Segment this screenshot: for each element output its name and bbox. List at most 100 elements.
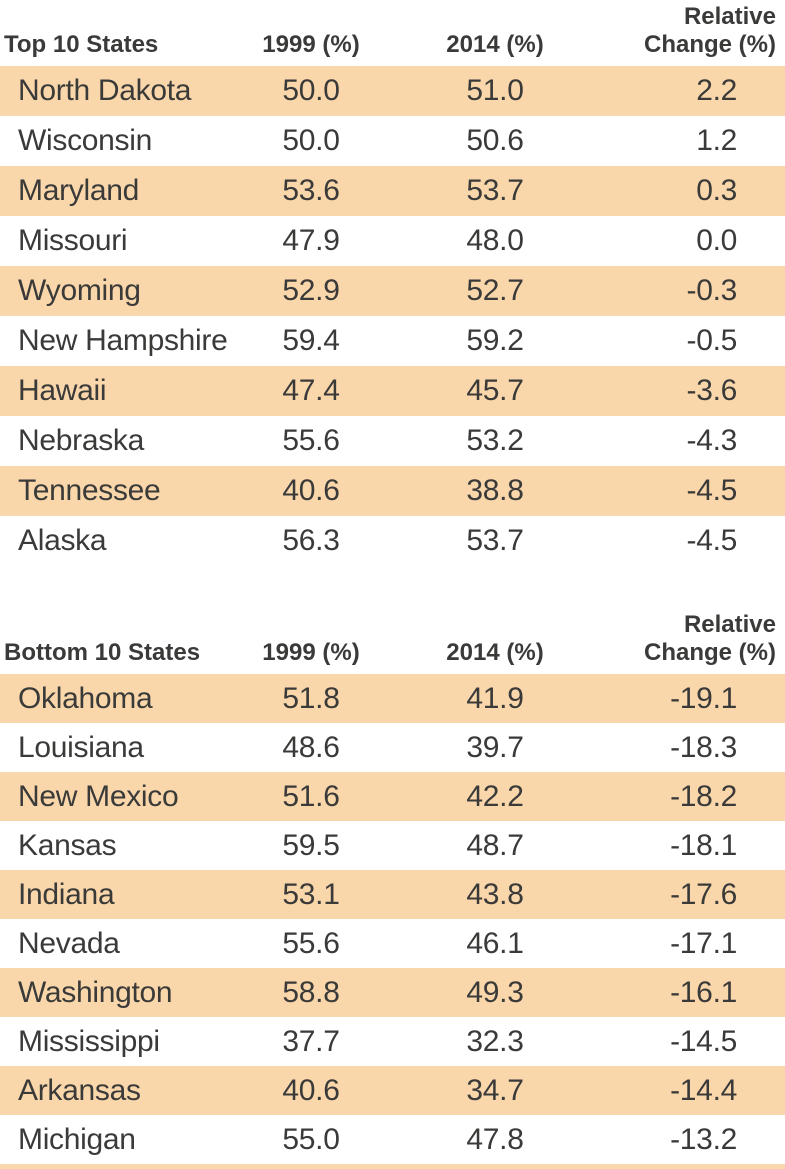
cell-change: -14.4 xyxy=(670,1073,737,1107)
cell-change: -0.5 xyxy=(686,324,738,357)
cell-y2014: 39.7 xyxy=(466,730,524,764)
cell-state: Alaska xyxy=(18,524,107,557)
cell-change: -0.3 xyxy=(686,274,738,307)
cell-y1999: 53.1 xyxy=(282,877,340,911)
cell-y1999: 55.6 xyxy=(282,424,340,457)
cell-change: -17.6 xyxy=(670,877,737,911)
top-table-body: North Dakota 50.0 51.0 2.2 Wisconsin 50.0 50.6… xyxy=(0,66,785,566)
next-row-partial-stripe xyxy=(0,1164,785,1169)
table-row-michigan: Michigan 55.0 47.8 -13.2 xyxy=(0,1115,785,1164)
cell-state: Louisiana xyxy=(18,730,144,764)
cell-change: -17.1 xyxy=(670,926,737,960)
cell-y2014: 45.7 xyxy=(466,374,524,407)
cell-y1999: 47.9 xyxy=(282,224,340,257)
cell-y2014: 34.7 xyxy=(466,1073,524,1107)
top-table-title: Top 10 States xyxy=(4,31,159,58)
cell-y1999: 37.7 xyxy=(282,1024,340,1058)
cell-change: 2.2 xyxy=(696,74,737,107)
cell-y2014: 52.7 xyxy=(466,274,524,307)
cell-y2014: 50.6 xyxy=(466,124,524,157)
cell-y1999: 55.0 xyxy=(282,1122,340,1156)
cell-y2014: 53.7 xyxy=(466,174,524,207)
cell-change: -13.2 xyxy=(670,1122,737,1156)
column-header-relative-change-line2: Change (%) xyxy=(644,31,776,58)
table-row-wyoming: Wyoming 52.9 52.7 -0.3 xyxy=(0,266,785,316)
cell-y2014: 48.7 xyxy=(466,828,524,862)
cell-state: Missouri xyxy=(18,224,128,257)
cell-change: -4.5 xyxy=(686,474,738,507)
cell-state: New Hampshire xyxy=(18,324,228,357)
cell-y1999: 50.0 xyxy=(282,74,340,107)
table-row-oklahoma: Oklahoma 51.8 41.9 -19.1 xyxy=(0,674,785,723)
cell-change: -14.5 xyxy=(670,1024,737,1058)
bottom-table-body: Oklahoma 51.8 41.9 -19.1 Louisiana 48.6 39.7 -1… xyxy=(0,674,785,1164)
cell-state: Oklahoma xyxy=(18,681,153,715)
table-row-kansas: Kansas 59.5 48.7 -18.1 xyxy=(0,821,785,870)
cell-state: Wyoming xyxy=(18,274,141,307)
cell-change: -4.5 xyxy=(686,524,738,557)
column-header-2014: 2014 (%) xyxy=(446,639,544,666)
cell-y2014: 53.2 xyxy=(466,424,524,457)
column-header-relative-change: Relative Change (%) xyxy=(599,3,785,66)
column-header-relative-change-line1: Relative xyxy=(683,611,776,638)
table-row-alaska: Alaska 56.3 53.7 -4.5 xyxy=(0,516,785,566)
cell-change: -4.3 xyxy=(686,424,738,457)
cell-change: -3.6 xyxy=(686,374,738,407)
cell-y2014: 32.3 xyxy=(466,1024,524,1058)
cell-y2014: 49.3 xyxy=(466,975,524,1009)
cell-state: Tennessee xyxy=(18,474,161,507)
table-row-missouri: Missouri 47.9 48.0 0.0 xyxy=(0,216,785,266)
bottom-table-header-row: Bottom 10 States 1999 (%) 2014 (%) Relat… xyxy=(0,608,785,674)
cell-y2014: 53.7 xyxy=(466,524,524,557)
table-row-washington: Washington 58.8 49.3 -16.1 xyxy=(0,968,785,1017)
column-header-relative-change-line2: Change (%) xyxy=(644,639,776,666)
table-row-nebraska: Nebraska 55.6 53.2 -4.3 xyxy=(0,416,785,466)
column-header-2014: 2014 (%) xyxy=(446,31,544,58)
cell-state: Wisconsin xyxy=(18,124,152,157)
cell-y2014: 43.8 xyxy=(466,877,524,911)
table-row-new-hampshire: New Hampshire 59.4 59.2 -0.5 xyxy=(0,316,785,366)
cell-state: Michigan xyxy=(18,1122,136,1156)
cell-y1999: 47.4 xyxy=(282,374,340,407)
column-header-relative-change: Relative Change (%) xyxy=(599,611,785,674)
table-row-nevada: Nevada 55.6 46.1 -17.1 xyxy=(0,919,785,968)
cell-state: Mississippi xyxy=(18,1024,160,1058)
column-header-relative-change-line1: Relative xyxy=(683,3,776,30)
cell-y2014: 59.2 xyxy=(466,324,524,357)
table-row-hawaii: Hawaii 47.4 45.7 -3.6 xyxy=(0,366,785,416)
bottom-table-title: Bottom 10 States xyxy=(4,639,201,666)
cell-y1999: 51.6 xyxy=(282,779,340,813)
cell-change: 0.3 xyxy=(696,174,737,207)
cell-y1999: 52.9 xyxy=(282,274,340,307)
cell-y1999: 48.6 xyxy=(282,730,340,764)
table-row-wisconsin: Wisconsin 50.0 50.6 1.2 xyxy=(0,116,785,166)
cell-change: -18.1 xyxy=(670,828,737,862)
cell-y1999: 40.6 xyxy=(282,474,340,507)
cell-state: Maryland xyxy=(18,174,139,207)
cell-y1999: 59.4 xyxy=(282,324,340,357)
cell-change: -19.1 xyxy=(670,681,737,715)
cell-y2014: 51.0 xyxy=(466,74,524,107)
cell-state: Nebraska xyxy=(18,424,144,457)
cell-y1999: 59.5 xyxy=(282,828,340,862)
top-10-states-table: Top 10 States 1999 (%) 2014 (%) Relative… xyxy=(0,0,785,566)
column-header-1999: 1999 (%) xyxy=(262,31,360,58)
cell-y1999: 40.6 xyxy=(282,1073,340,1107)
cell-state: Arkansas xyxy=(18,1073,141,1107)
table-row-arkansas: Arkansas 40.6 34.7 -14.4 xyxy=(0,1066,785,1115)
cell-y1999: 53.6 xyxy=(282,174,340,207)
cell-state: Washington xyxy=(18,975,173,1009)
cell-y2014: 42.2 xyxy=(466,779,524,813)
table-row-tennessee: Tennessee 40.6 38.8 -4.5 xyxy=(0,466,785,516)
cell-y1999: 51.8 xyxy=(282,681,340,715)
cell-state: North Dakota xyxy=(18,74,192,107)
table-row-mississippi: Mississippi 37.7 32.3 -14.5 xyxy=(0,1017,785,1066)
cell-state: Kansas xyxy=(18,828,117,862)
bottom-10-states-table: Bottom 10 States 1999 (%) 2014 (%) Relat… xyxy=(0,608,785,1164)
cell-y1999: 58.8 xyxy=(282,975,340,1009)
table-row-new-mexico: New Mexico 51.6 42.2 -18.2 xyxy=(0,772,785,821)
table-row-louisiana: Louisiana 48.6 39.7 -18.3 xyxy=(0,723,785,772)
cell-y2014: 38.8 xyxy=(466,474,524,507)
top-table-header-row: Top 10 States 1999 (%) 2014 (%) Relative… xyxy=(0,0,785,66)
